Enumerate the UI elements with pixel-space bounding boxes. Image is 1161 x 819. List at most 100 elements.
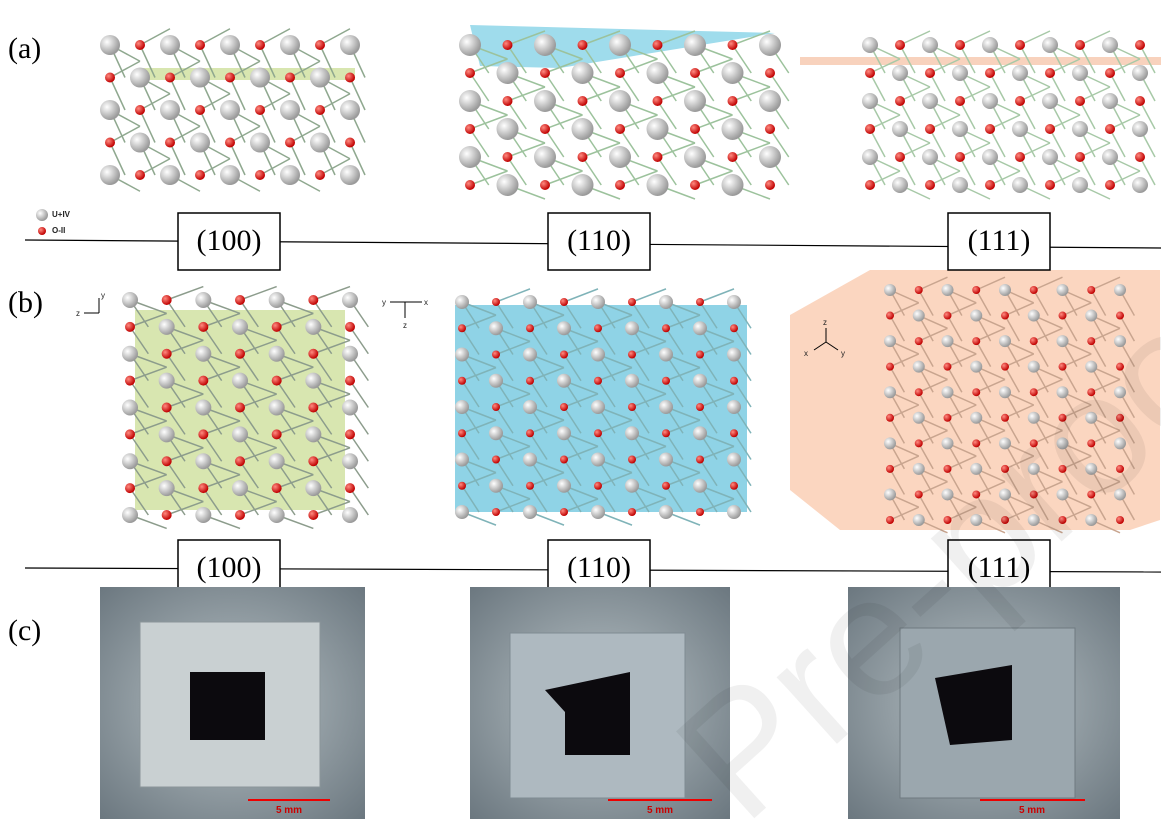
u-atom (496, 62, 519, 84)
o-atom (1015, 152, 1025, 162)
bond (1019, 100, 1036, 130)
bond (166, 393, 204, 409)
bond (1004, 468, 1021, 495)
bond (319, 44, 336, 78)
o-atom (285, 72, 295, 83)
bond (1004, 366, 1021, 393)
bond (1061, 417, 1078, 444)
bond (239, 285, 277, 301)
axis-letter: z (823, 318, 827, 327)
u-atom (1056, 488, 1069, 501)
bond (929, 58, 961, 74)
bond (918, 340, 934, 368)
bond (657, 30, 696, 46)
bond (259, 44, 276, 78)
u-atom (232, 480, 248, 497)
o-atom (526, 324, 534, 333)
u-atom (759, 34, 781, 56)
bond (1119, 366, 1136, 393)
bond (1033, 442, 1049, 470)
bond (109, 142, 126, 176)
o-atom (577, 152, 588, 162)
bond (349, 142, 366, 176)
bond (699, 393, 735, 408)
bond (869, 72, 886, 102)
bond (1004, 455, 1035, 470)
u-atom (122, 507, 138, 523)
bond (597, 327, 616, 355)
o-atom (225, 72, 235, 83)
bond (733, 327, 752, 355)
o-atom (943, 311, 952, 320)
u-atom (941, 386, 954, 399)
o-atom (465, 124, 475, 134)
bond (349, 326, 369, 355)
bond (229, 142, 246, 176)
bond (289, 142, 306, 176)
o-atom (914, 286, 923, 294)
o-atom (1001, 311, 1009, 320)
bond (733, 485, 752, 513)
bond (918, 276, 948, 291)
u-atom (1027, 360, 1040, 373)
bond (597, 314, 633, 329)
o-atom (765, 124, 775, 134)
plane-label: (111) (968, 224, 1031, 257)
bond (597, 485, 616, 513)
u-atom (721, 174, 744, 196)
plane-box (177, 212, 281, 271)
bond (869, 128, 886, 158)
bond (1109, 170, 1141, 186)
bond (495, 406, 514, 434)
o-atom (914, 388, 923, 397)
o-atom (594, 376, 602, 385)
o-atom (235, 348, 245, 359)
u-atom (122, 292, 138, 308)
bond (631, 288, 667, 303)
o-atom (125, 429, 135, 440)
bond (319, 93, 351, 111)
bond (166, 353, 186, 382)
o-atom (765, 68, 775, 78)
bond (129, 366, 167, 382)
o-atom (1087, 337, 1096, 346)
axis-letter: z (76, 309, 80, 318)
o-atom (1029, 337, 1038, 346)
o-atom (161, 295, 172, 305)
o-atom (914, 439, 923, 448)
bond (1109, 58, 1141, 74)
u-atom (884, 284, 896, 296)
u-atom (310, 67, 330, 88)
bond (899, 156, 916, 186)
u-atom (912, 360, 925, 373)
bond (1033, 494, 1049, 521)
bond (918, 378, 948, 393)
o-atom (560, 298, 568, 306)
o-atom (1135, 40, 1145, 50)
u-atom (455, 452, 469, 467)
u-atom (941, 437, 954, 450)
bond (544, 58, 583, 74)
u-atom (862, 37, 878, 53)
o-atom (895, 152, 905, 162)
u-atom (1042, 93, 1058, 109)
u-atom (884, 386, 896, 399)
scale-bar-label: 5 mm (276, 805, 302, 816)
u-atom (693, 426, 707, 441)
bond (947, 506, 977, 521)
bond (199, 44, 216, 78)
bond (349, 433, 369, 462)
bond (1119, 468, 1136, 495)
bond (276, 487, 296, 516)
o-atom (886, 464, 894, 473)
bond (1004, 404, 1035, 419)
u-atom (122, 345, 138, 362)
bond (289, 125, 321, 144)
o-atom (235, 510, 245, 520)
bond (694, 128, 715, 158)
o-atom (652, 96, 663, 106)
o-atom (125, 375, 135, 386)
u-atom (646, 174, 669, 196)
u-atom (1114, 488, 1126, 501)
u-atom (496, 118, 519, 140)
